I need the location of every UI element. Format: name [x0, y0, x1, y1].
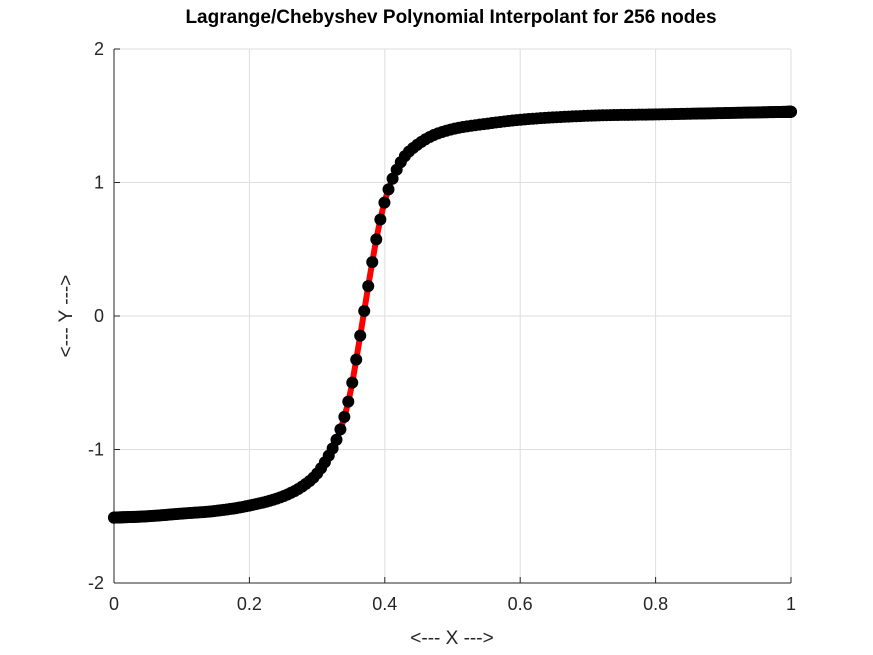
x-axis-label: <--- X --->	[410, 628, 493, 649]
y-axis-label: <--- Y --->	[56, 275, 77, 358]
plot-series	[108, 105, 797, 524]
node-marker	[386, 172, 399, 185]
node-marker	[342, 395, 355, 408]
y-tick-labels: -2 -1 0 1 2	[88, 39, 104, 593]
x-tick-label: 0.6	[508, 594, 533, 614]
node-marker	[378, 196, 391, 209]
node-marker	[108, 511, 121, 524]
y-tick-label: -1	[88, 440, 104, 460]
node-marker	[346, 376, 359, 389]
node-marker	[366, 256, 379, 269]
node-marker	[370, 233, 383, 246]
node-marker	[334, 423, 347, 436]
node-marker	[390, 163, 403, 176]
y-tick-label: 2	[94, 39, 104, 59]
chart-title: Lagrange/Chebyshev Polynomial Interpolan…	[185, 7, 716, 28]
y-tick-label: 0	[94, 306, 104, 326]
node-marker	[362, 280, 375, 293]
node-marker	[354, 329, 367, 342]
x-tick-label: 1	[786, 594, 796, 614]
node-marker	[338, 410, 351, 423]
y-tick-label: 1	[94, 173, 104, 193]
x-tick-label: 0.4	[372, 594, 397, 614]
x-tick-label: 0.8	[643, 594, 668, 614]
node-marker	[350, 353, 363, 366]
x-tick-label: 0.2	[237, 594, 262, 614]
node-marker	[374, 213, 387, 226]
y-tick-label: -2	[88, 573, 104, 593]
x-tick-labels: 0 0.2 0.4 0.6 0.8 1	[109, 594, 796, 614]
x-tick-label: 0	[109, 594, 119, 614]
node-marker	[382, 183, 395, 196]
node-marker	[358, 304, 371, 317]
tick-marks	[113, 48, 792, 584]
